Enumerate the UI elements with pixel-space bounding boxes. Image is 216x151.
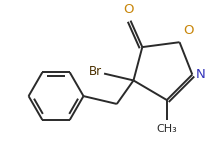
Text: N: N: [196, 68, 206, 81]
Text: Br: Br: [89, 65, 102, 78]
Text: CH₃: CH₃: [156, 124, 177, 133]
Text: O: O: [183, 24, 194, 37]
Text: O: O: [123, 3, 134, 16]
